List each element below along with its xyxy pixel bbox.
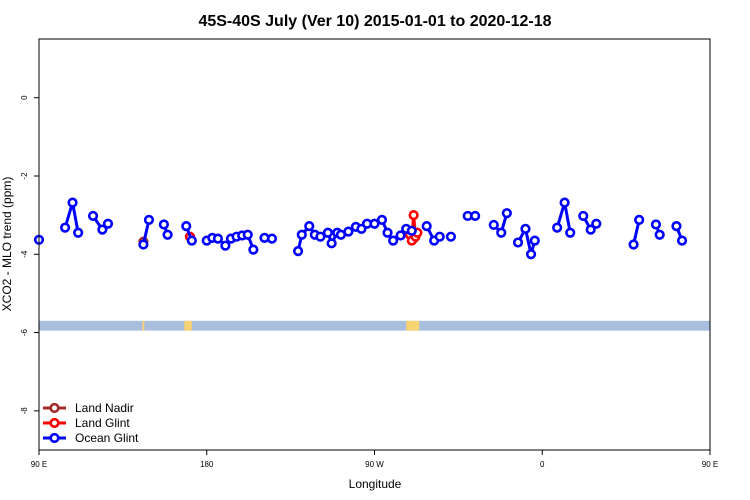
x-axis: 90 E 180 90 W 0 90 E (31, 450, 718, 469)
data-point-ocean-glint (181, 221, 192, 232)
x-tick-label: 90 E (702, 460, 718, 469)
data-point-ocean-glint (248, 244, 259, 255)
data-point-ocean-glint (488, 219, 499, 231)
y-tick-label: -6 (20, 328, 29, 336)
legend-label: Land Glint (75, 416, 130, 430)
data-point-ocean-glint (421, 221, 432, 232)
data-point-ocean-glint (512, 237, 524, 248)
data-point-ocean-glint (559, 197, 570, 208)
data-point-ocean-glint (343, 226, 354, 237)
data-point-ocean-glint (578, 210, 589, 222)
data-point-ocean-glint (434, 231, 445, 242)
data-point-ocean-glint (138, 239, 149, 250)
x-axis-label: Longitude (349, 477, 402, 491)
data-point-ocean-glint (143, 214, 155, 225)
data-point-ocean-glint (650, 219, 662, 230)
legend-marker (49, 417, 60, 429)
data-point-ocean-glint (552, 222, 563, 233)
x-tick-label: 0 (540, 460, 545, 469)
y-axis-label: XCO2 - MLO trend (ppm) (0, 177, 14, 312)
data-point-ocean-glint (634, 214, 645, 225)
data-point-ocean-glint (97, 224, 108, 235)
y-axis: 0 -2 -4 -6 -8 (20, 95, 39, 414)
data-point-ocean-glint (529, 235, 540, 246)
data-point-ocean-glint (376, 214, 388, 225)
data-point-ocean-glint (654, 229, 665, 240)
map-strip (39, 320, 710, 331)
data-point-ocean-glint (315, 231, 326, 242)
data-point-ocean-glint (304, 221, 315, 232)
map-land (406, 320, 420, 331)
data-point-ocean-glint (186, 235, 197, 246)
data-point-ocean-glint (388, 235, 399, 246)
y-tick-label: -4 (20, 250, 29, 258)
data-point-ocean-glint (87, 210, 99, 222)
data-point-ocean-glint (565, 227, 576, 238)
series-land-nadir (138, 231, 419, 247)
data-point-ocean-glint (671, 221, 682, 232)
data-point-ocean-glint (326, 238, 337, 249)
series-ocean-glint (33, 197, 688, 260)
data-point-ocean-glint (220, 240, 231, 251)
data-point-ocean-glint (525, 249, 537, 260)
data-point-ocean-glint (676, 235, 688, 246)
data-point-ocean-glint (520, 223, 531, 234)
data-point-ocean-glint (292, 246, 304, 257)
data-point-ocean-glint (162, 229, 173, 240)
data-point-ocean-glint (501, 208, 512, 219)
y-tick-label: -2 (20, 172, 29, 180)
y-tick-label: -8 (20, 407, 29, 415)
data-point-ocean-glint (470, 210, 481, 222)
legend-label: Ocean Glint (75, 431, 139, 445)
chart-title: 45S-40S July (Ver 10) 2015-01-01 to 2020… (198, 13, 551, 30)
data-point-ocean-glint (585, 224, 596, 235)
data-point-ocean-glint (369, 218, 380, 229)
data-point-ocean-glint (395, 230, 406, 241)
x-tick-label: 90 W (365, 460, 384, 469)
data-point-ocean-glint (73, 227, 84, 238)
data-point-ocean-glint (242, 229, 253, 240)
data-point-ocean-glint (628, 239, 639, 250)
data-point-ocean-glint (67, 197, 78, 208)
plot-data (33, 197, 688, 260)
data-point-ocean-glint (445, 231, 457, 242)
map-land (142, 320, 145, 331)
data-point-ocean-glint (406, 225, 417, 236)
data-point-ocean-glint (591, 218, 602, 229)
map-ocean (39, 320, 710, 331)
plot-frame (38, 38, 711, 451)
data-point-ocean-glint (382, 227, 393, 238)
data-point-ocean-glint (496, 227, 507, 238)
series-line-ocean-glint (516, 227, 537, 256)
x-tick-label: 90 E (31, 460, 47, 469)
data-point-ocean-glint (322, 227, 334, 238)
legend-marker (49, 432, 60, 444)
map-land (184, 320, 192, 331)
data-point-ocean-glint (296, 229, 307, 240)
legend-marker (49, 402, 60, 414)
data-point-ocean-glint (158, 219, 169, 230)
data-point-ocean-glint (212, 233, 224, 244)
x-tick-label: 180 (200, 460, 214, 469)
data-point-ocean-glint (102, 218, 114, 229)
data-point-land-glint (408, 210, 419, 221)
data-point-ocean-glint (59, 222, 71, 233)
legend-label: Land Nadir (75, 401, 134, 415)
y-tick-label: 0 (20, 95, 29, 100)
data-point-ocean-glint (266, 233, 278, 244)
